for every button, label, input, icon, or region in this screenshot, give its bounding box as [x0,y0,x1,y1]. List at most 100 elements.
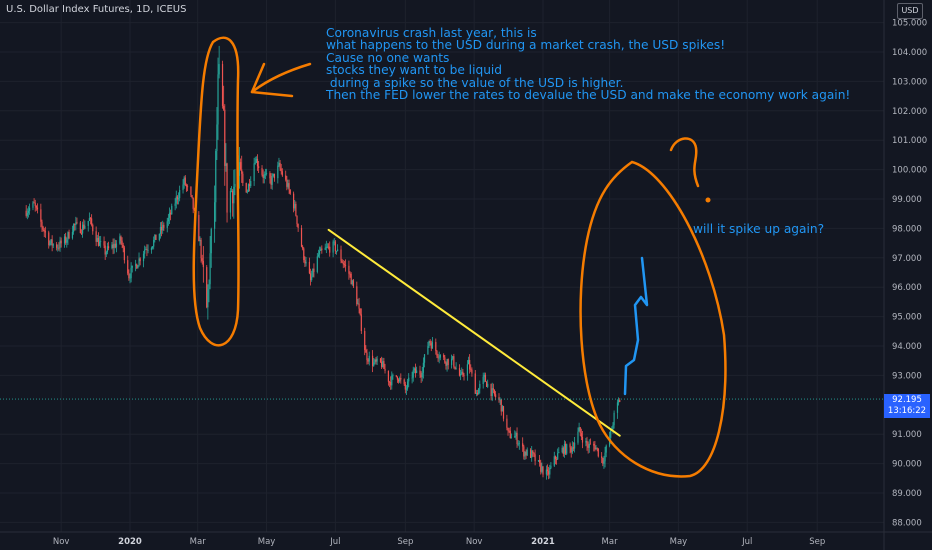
candle [209,236,211,290]
candle [604,446,606,468]
candle [103,236,105,249]
candle [245,182,247,193]
candle [154,234,156,243]
candle [147,244,149,254]
candle [487,379,489,389]
highlight-ellipse-crash[interactable] [192,36,240,347]
candle [446,358,448,372]
candle [320,246,322,251]
candle [423,353,426,368]
candle [537,459,540,463]
candle [98,236,101,247]
candle [82,221,84,238]
x-tick-label: 2020 [118,537,142,547]
candle [272,173,274,178]
candle [74,223,76,231]
candle [255,156,257,164]
candle [548,466,550,480]
candle [545,465,547,480]
candle [253,157,255,186]
candle [501,404,503,412]
x-tick-label: May [258,537,276,547]
candle [460,369,462,381]
candle [97,232,100,247]
candle [324,243,326,251]
candle [453,353,455,369]
annotation-text-crash[interactable]: Coronavirus crash last year, this is wha… [326,26,851,103]
last-price-tag: 92.195 13:16:22 [884,394,930,418]
candle [207,284,209,320]
candle [517,440,519,447]
candle [304,256,306,267]
candle [100,235,102,248]
candle [115,240,118,253]
candle [447,358,449,370]
candle [509,426,511,439]
candle [337,244,339,252]
candle [414,363,417,378]
highlight-ellipse-future[interactable] [579,160,727,478]
candle [455,362,457,370]
candle [287,179,289,189]
candle [577,427,579,445]
candle [271,173,273,190]
candle [483,372,485,383]
candle [66,237,68,248]
candle [258,160,260,174]
candle [256,154,259,171]
candle [104,241,106,260]
question-mark-icon[interactable] [669,137,700,188]
symbol-title[interactable]: U.S. Dollar Index Futures, 1D, ICEUS [6,4,187,15]
candle [351,279,353,286]
annotation-text-question[interactable]: will it spike up again? [693,222,825,236]
candle [206,264,208,309]
candle [35,205,37,211]
candle [466,360,468,381]
candle [436,350,438,359]
candle [65,232,67,245]
candle [532,450,534,457]
candle [405,385,408,396]
candle [277,161,279,184]
candle [221,60,224,109]
candle [510,433,513,439]
candle [325,240,327,254]
candle [616,399,619,419]
arrow-head-icon[interactable] [250,62,294,98]
candle [159,222,162,239]
candle [416,366,418,374]
candle [478,387,480,395]
arrow-shaft[interactable] [250,62,312,94]
candle [138,252,140,267]
candle [92,223,94,235]
candle [585,437,587,447]
candle [533,452,535,458]
candle [179,185,181,202]
candle [335,250,338,255]
candle [421,366,423,382]
projected-spike-line[interactable] [623,256,649,396]
candle [87,220,89,232]
candle [67,231,69,245]
candle [177,192,180,205]
currency-badge[interactable]: USD [897,3,923,19]
candle [88,212,90,222]
candle [596,447,598,452]
candle [89,217,92,225]
candle [412,366,414,382]
candle [113,238,115,254]
candle [349,271,351,278]
drawing-overlays [0,36,884,478]
trendline[interactable] [327,228,621,437]
candle [469,354,471,374]
candle [366,348,368,365]
candle [518,440,520,450]
candle [135,259,137,272]
candle [586,436,588,451]
candle [112,238,114,255]
candle [146,244,148,257]
candle [201,254,203,265]
candle [542,465,544,478]
